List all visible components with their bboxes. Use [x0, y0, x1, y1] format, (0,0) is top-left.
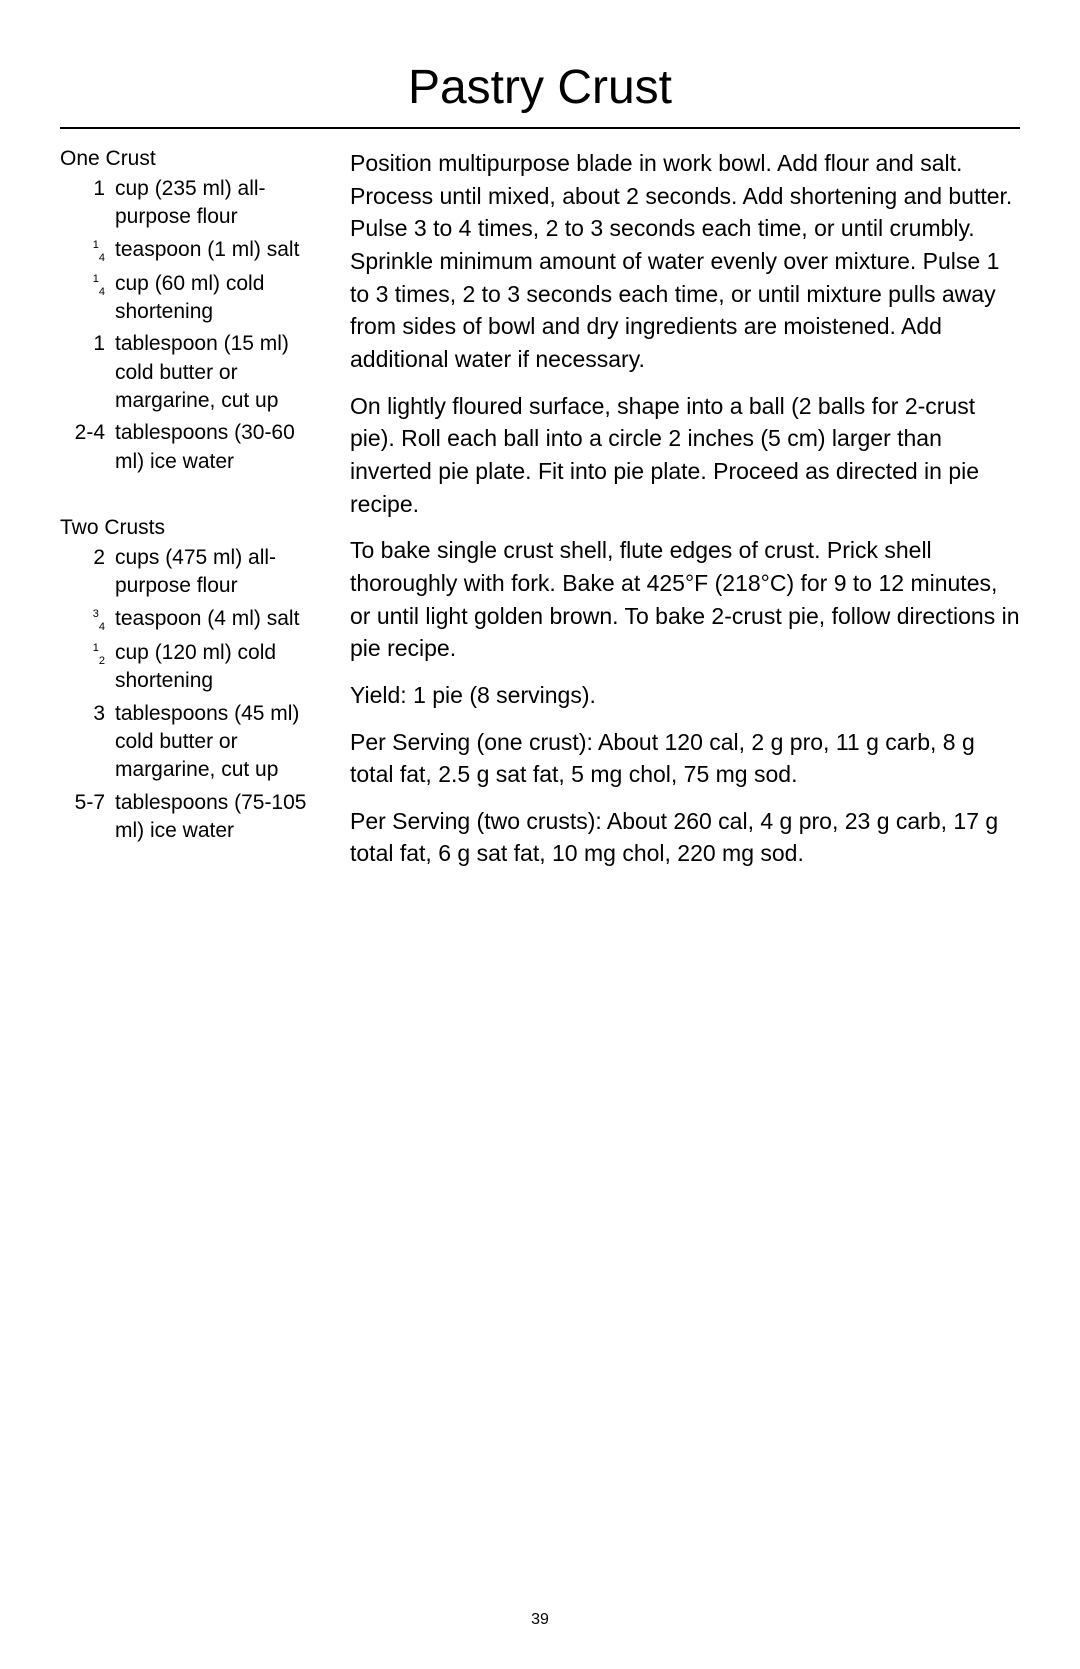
ingredient-qty: 3 — [60, 700, 115, 785]
instructions-column: Position multipurpose blade in work bowl… — [350, 147, 1020, 885]
instruction-paragraph: On lightly floured surface, shape into a… — [350, 390, 1020, 521]
ingredient-list: 2cups (475 ml) all-purpose flour34teaspo… — [60, 544, 320, 845]
ingredient-text: tablespoons (30-60 ml) ice water — [115, 419, 320, 476]
ingredient-text: tablespoons (75-105 ml) ice water — [115, 789, 320, 846]
ingredient-row: 34teaspoon (4 ml) salt — [60, 605, 320, 635]
ingredient-qty: 1 — [60, 330, 115, 415]
content-area: One Crust 1cup (235 ml) all-purpose flou… — [60, 147, 1020, 885]
ingredient-row: 2cups (475 ml) all-purpose flour — [60, 544, 320, 601]
ingredient-text: tablespoons (45 ml) cold butter or marga… — [115, 700, 320, 785]
ingredient-row: 3tablespoons (45 ml) cold butter or marg… — [60, 700, 320, 785]
ingredient-list: 1cup (235 ml) all-purpose flour14teaspoo… — [60, 175, 320, 476]
ingredient-qty: 14 — [60, 236, 115, 266]
ingredient-row: 5-7tablespoons (75-105 ml) ice water — [60, 789, 320, 846]
instruction-paragraph: Yield: 1 pie (8 servings). — [350, 679, 1020, 712]
ingredient-row: 2-4tablespoons (30-60 ml) ice water — [60, 419, 320, 476]
ingredient-row: 14cup (60 ml) cold shortening — [60, 270, 320, 327]
ingredient-text: teaspoon (4 ml) salt — [115, 605, 320, 635]
ingredient-text: cup (235 ml) all-purpose flour — [115, 175, 320, 232]
recipe-title: Pastry Crust — [60, 60, 1020, 129]
ingredient-text: cup (120 ml) cold shortening — [115, 639, 320, 696]
ingredient-qty: 14 — [60, 270, 115, 327]
instruction-paragraph: Per Serving (two crusts): About 260 cal,… — [350, 805, 1020, 870]
ingredient-row: 14teaspoon (1 ml) salt — [60, 236, 320, 266]
ingredient-text: tablespoon (15 ml) cold butter or margar… — [115, 330, 320, 415]
ingredients-column: One Crust 1cup (235 ml) all-purpose flou… — [60, 147, 320, 885]
instruction-paragraph: Per Serving (one crust): About 120 cal, … — [350, 726, 1020, 791]
ingredient-qty: 2-4 — [60, 419, 115, 476]
ingredient-text: cup (60 ml) cold shortening — [115, 270, 320, 327]
group-heading: Two Crusts — [60, 516, 320, 540]
ingredient-text: cups (475 ml) all-purpose flour — [115, 544, 320, 601]
ingredient-row: 1tablespoon (15 ml) cold butter or marga… — [60, 330, 320, 415]
ingredient-row: 12cup (120 ml) cold shortening — [60, 639, 320, 696]
ingredient-text: teaspoon (1 ml) salt — [115, 236, 320, 266]
ingredient-qty: 34 — [60, 605, 115, 635]
ingredient-qty: 12 — [60, 639, 115, 696]
ingredient-qty: 5-7 — [60, 789, 115, 846]
instruction-paragraph: Position multipurpose blade in work bowl… — [350, 147, 1020, 376]
instruction-paragraph: To bake single crust shell, flute edges … — [350, 534, 1020, 665]
ingredient-qty: 2 — [60, 544, 115, 601]
ingredient-row: 1cup (235 ml) all-purpose flour — [60, 175, 320, 232]
ingredient-group-one-crust: One Crust 1cup (235 ml) all-purpose flou… — [60, 147, 320, 476]
ingredient-qty: 1 — [60, 175, 115, 232]
page-number: 39 — [0, 1611, 1080, 1629]
ingredient-group-two-crusts: Two Crusts 2cups (475 ml) all-purpose fl… — [60, 516, 320, 845]
group-heading: One Crust — [60, 147, 320, 171]
